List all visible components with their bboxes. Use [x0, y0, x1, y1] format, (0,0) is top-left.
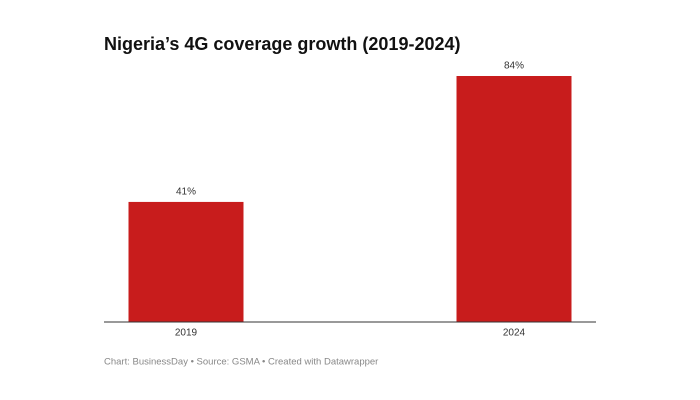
bar [128, 201, 244, 322]
bar [456, 76, 572, 322]
x-tick-label: 2024 [503, 328, 526, 339]
chart-title: Nigeria’s 4G coverage growth (2019-2024) [104, 34, 460, 54]
value-label: 84% [504, 61, 524, 72]
value-label: 41% [176, 187, 196, 198]
footer-source: Chart: BusinessDay • Source: GSMA • Crea… [104, 357, 378, 368]
x-tick-label: 2019 [175, 328, 198, 339]
